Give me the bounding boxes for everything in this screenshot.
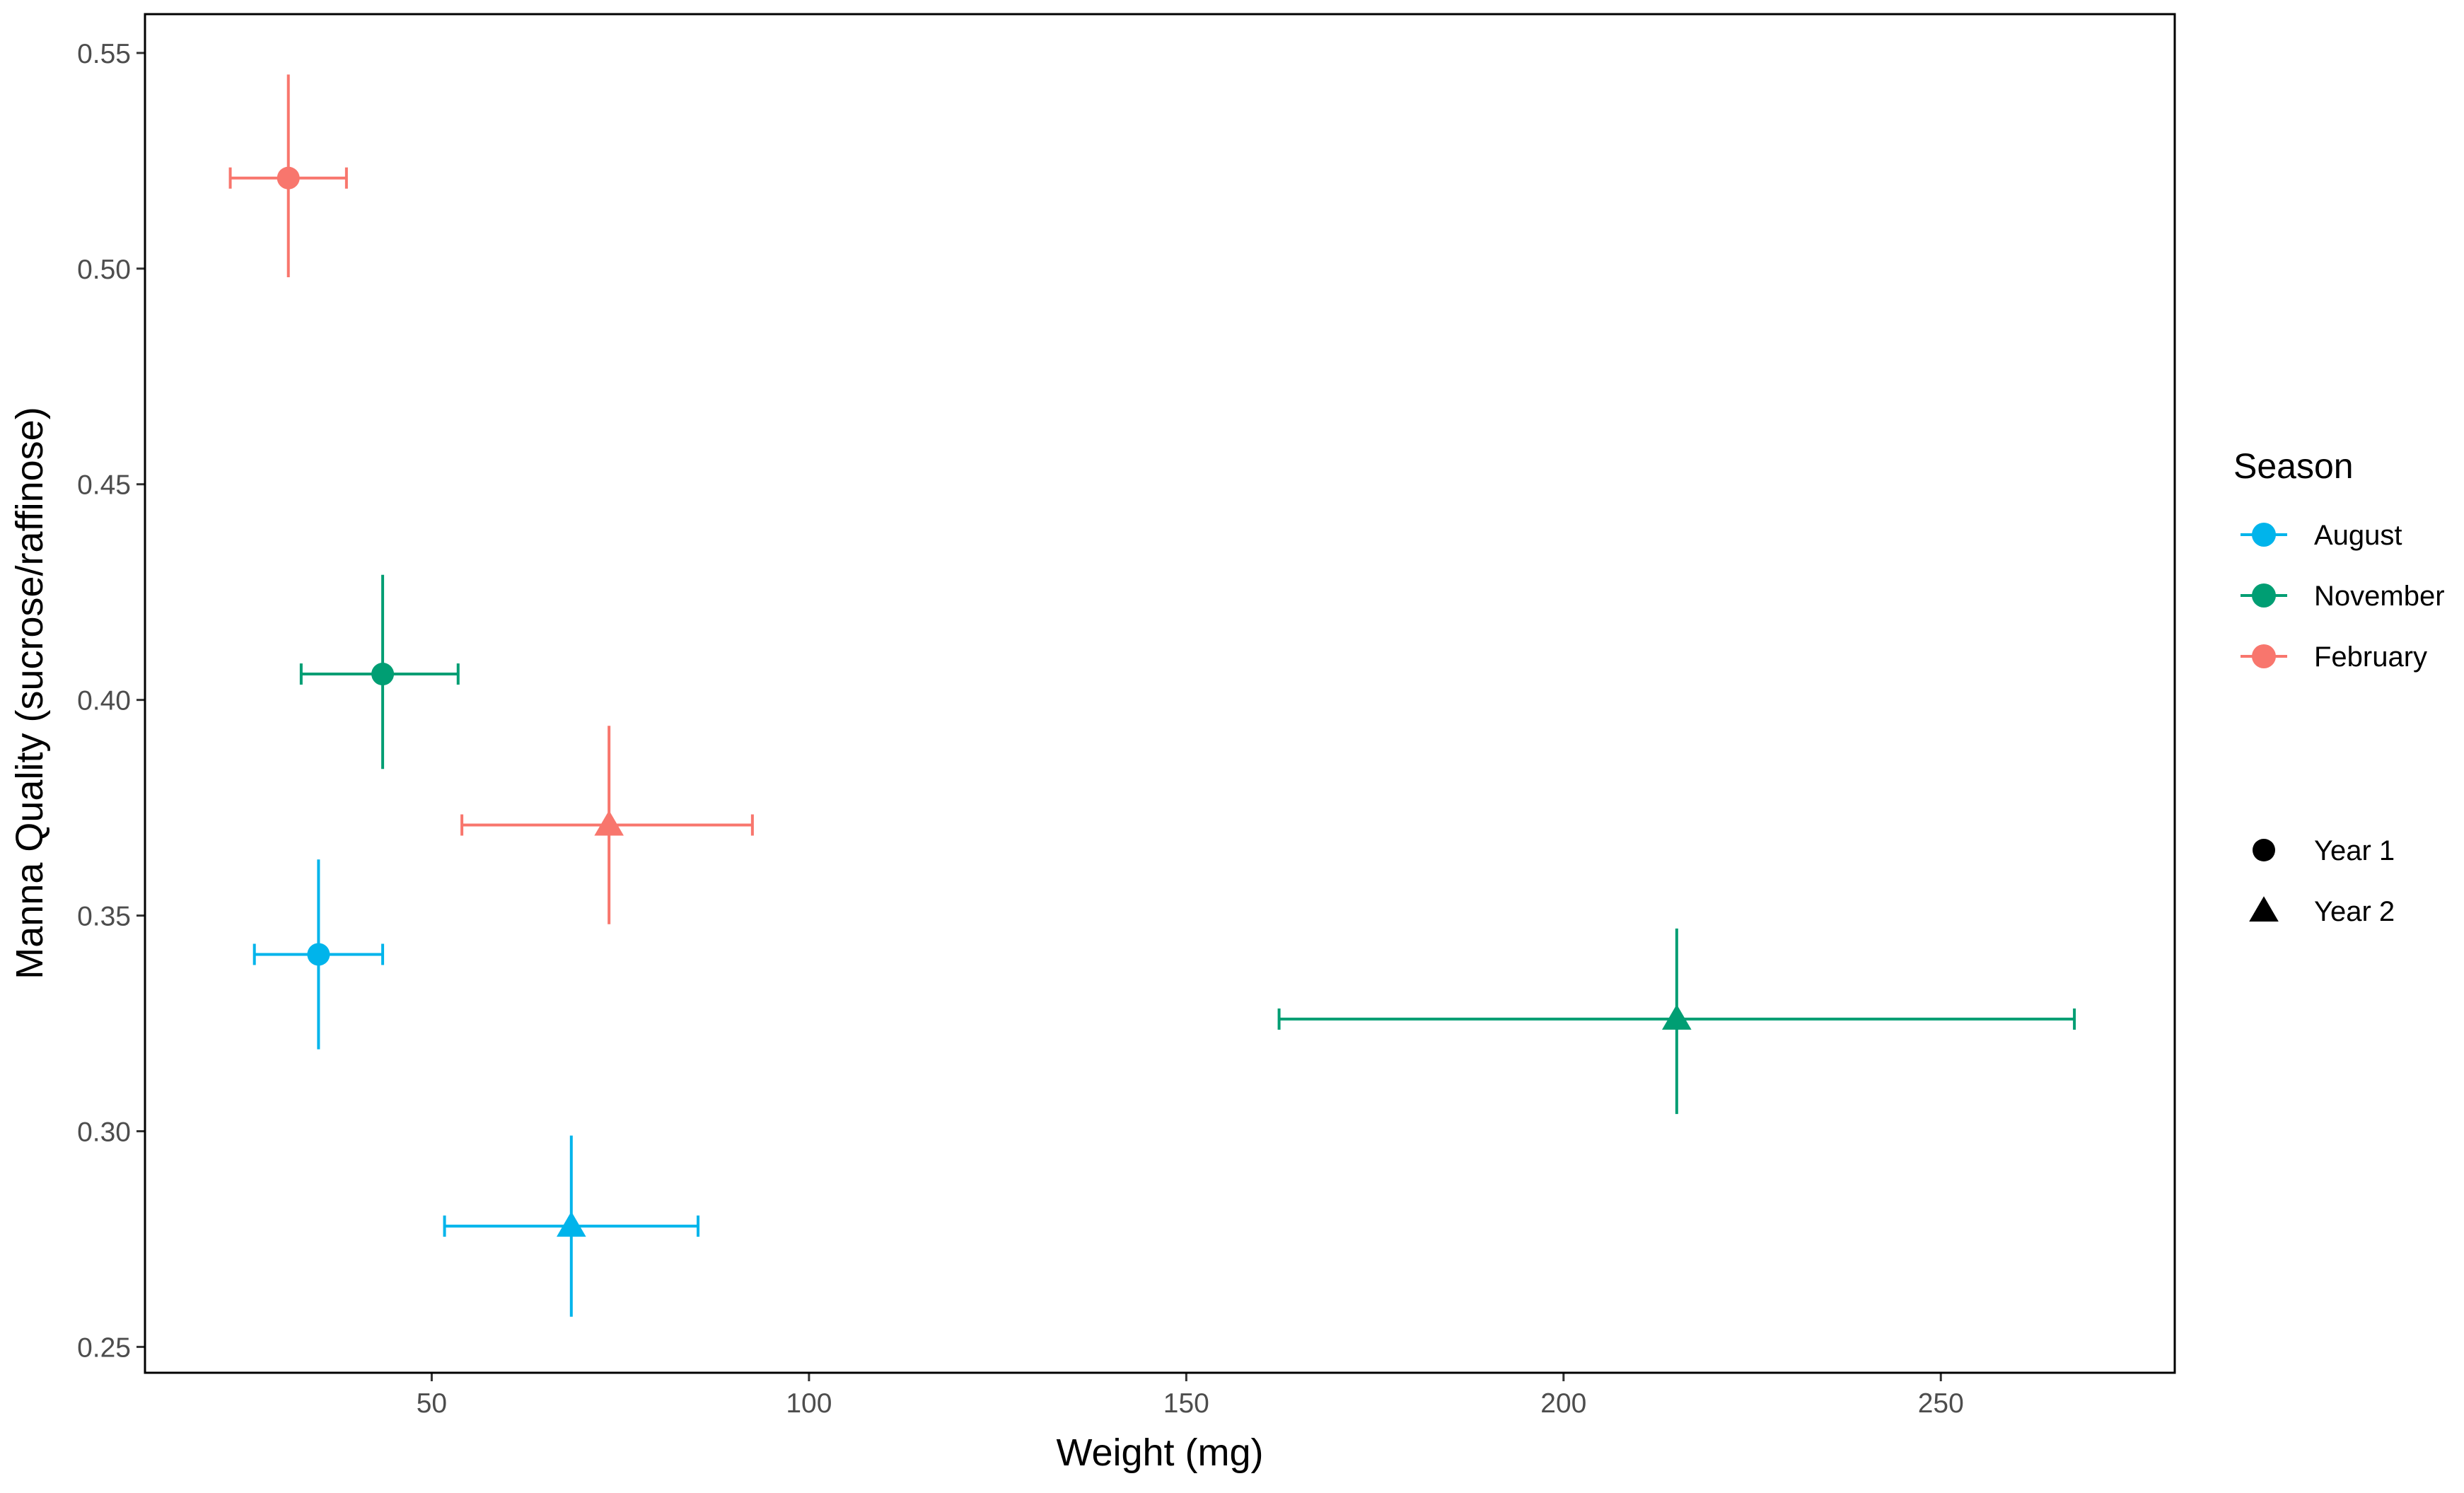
legend-label: February bbox=[2314, 641, 2427, 673]
legend-shape-entries: Year 1 Year 2 bbox=[2249, 835, 2395, 927]
plot-panel-border bbox=[144, 13, 2176, 1374]
legend-label: November bbox=[2314, 581, 2445, 612]
data-point-group bbox=[1277, 928, 2076, 1115]
y-tick-label: 0.55 bbox=[77, 39, 131, 69]
data-point bbox=[594, 810, 624, 836]
data-point-group bbox=[460, 726, 754, 924]
y-axis-ticks: 0.25 0.30 0.35 0.40 0.45 0.50 0.55 bbox=[77, 39, 145, 1363]
y-tick-label: 0.40 bbox=[77, 686, 131, 716]
data-point-group bbox=[299, 574, 460, 769]
data-point bbox=[371, 663, 395, 686]
x-tick-label: 200 bbox=[1540, 1388, 1586, 1419]
data-point-group bbox=[443, 1135, 700, 1317]
x-axis-title: Weight (mg) bbox=[1056, 1431, 1263, 1474]
data-point bbox=[307, 943, 330, 966]
legend-label: August bbox=[2314, 520, 2402, 551]
x-tick-label: 250 bbox=[1918, 1388, 1964, 1419]
data-point-group bbox=[228, 74, 348, 278]
legend-shape-key bbox=[2249, 896, 2279, 922]
legend-label: Year 1 bbox=[2314, 835, 2395, 866]
legend-key-point bbox=[2252, 523, 2276, 547]
y-tick-label: 0.30 bbox=[77, 1117, 131, 1147]
data-point-group bbox=[252, 859, 385, 1050]
legend-color-entries: August November February bbox=[2241, 520, 2445, 673]
y-tick-label: 0.50 bbox=[77, 255, 131, 285]
data-point bbox=[1662, 1004, 1692, 1030]
plot-marks bbox=[228, 74, 2076, 1317]
data-point bbox=[557, 1211, 586, 1237]
legend-key-point bbox=[2252, 583, 2276, 608]
x-tick-label: 50 bbox=[417, 1388, 447, 1419]
y-axis-title: Manna Quality (sucrose/raffinose) bbox=[8, 407, 51, 979]
legend-key-point bbox=[2252, 644, 2276, 668]
x-tick-label: 150 bbox=[1163, 1388, 1209, 1419]
y-tick-label: 0.45 bbox=[77, 470, 131, 501]
data-point bbox=[277, 166, 300, 190]
x-axis-ticks: 50 100 150 200 250 bbox=[417, 1373, 1964, 1419]
legend-title: Season bbox=[2233, 446, 2354, 486]
x-tick-label: 100 bbox=[786, 1388, 832, 1419]
legend-label: Year 2 bbox=[2314, 896, 2395, 927]
y-tick-label: 0.35 bbox=[77, 902, 131, 932]
legend-shape-key bbox=[2253, 839, 2275, 861]
y-tick-label: 0.25 bbox=[77, 1332, 131, 1363]
